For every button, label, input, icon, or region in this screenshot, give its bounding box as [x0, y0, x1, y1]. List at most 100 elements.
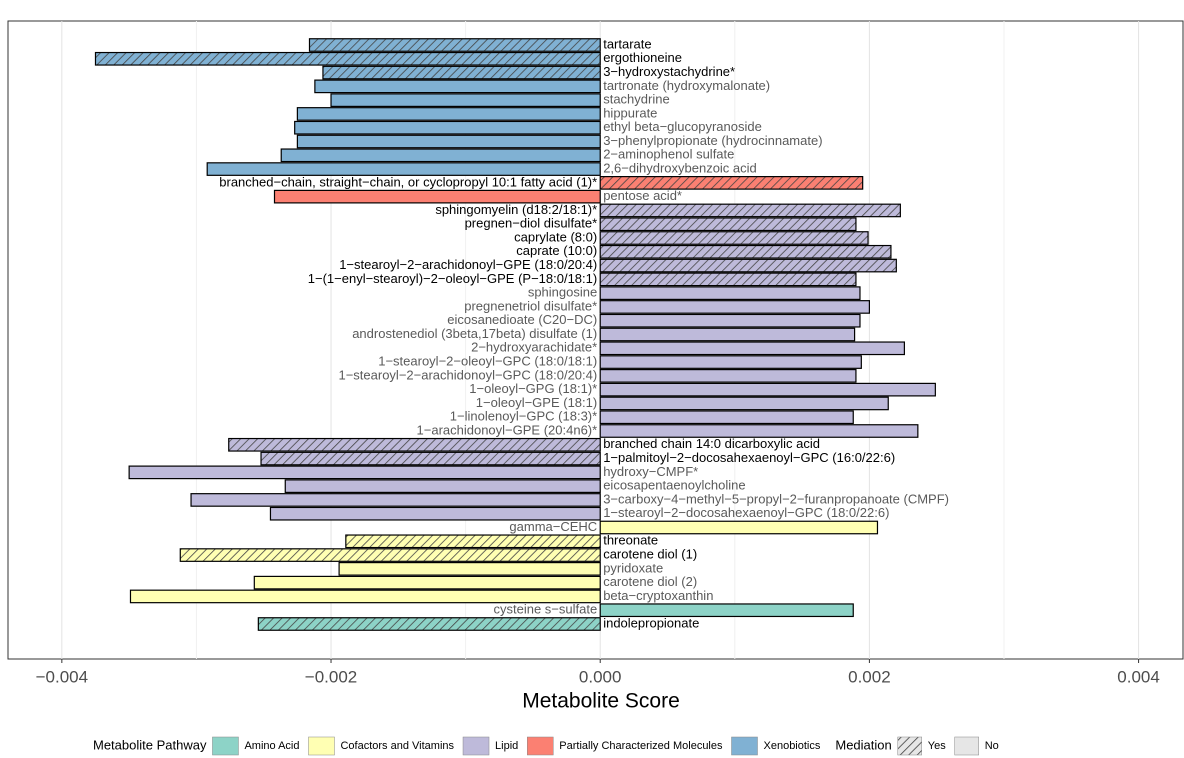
category-label: 1−(1−enyl−stearoyl)−2−oleoyl−GPE (P−18:0… [308, 271, 597, 286]
category-label: carotene diol (1) [603, 547, 697, 562]
bar [599, 341, 905, 356]
legend-label: Lipid [495, 740, 518, 752]
bar [294, 120, 601, 135]
bar [338, 562, 601, 576]
legend-label: Cofactors and Vitamins [340, 740, 454, 752]
bar [94, 51, 601, 66]
category-label: 1−oleoyl−GPE (18:1) [476, 395, 597, 410]
category-labels: tartarateergothioneine3−hydroxystachydri… [219, 36, 949, 630]
category-label: pregnen−diol disulfate* [465, 216, 598, 231]
legend-label: Amino Acid [244, 740, 299, 752]
bars [94, 38, 936, 631]
category-label: sphingosine [528, 285, 597, 300]
category-label: tartarate [603, 36, 651, 51]
category-label: 3−phenylpropionate (hydrocinnamate) [603, 133, 822, 148]
x-tick-label: −0.004 [36, 667, 88, 686]
bar [599, 300, 870, 314]
bar [190, 493, 601, 507]
bar [228, 437, 601, 452]
bar [599, 313, 861, 328]
bar [599, 217, 857, 232]
legend-label: Xenobiotics [764, 740, 821, 752]
category-label: 2,6−dihydroxybenzoic acid [603, 161, 757, 176]
category-label: androstenediol (3beta,17beta) disulfate … [352, 326, 597, 341]
category-label: 1−arachidonoyl−GPE (20:4n6)* [417, 422, 598, 437]
bar [599, 272, 857, 287]
category-label: 1−oleoyl−GPG (18:1)* [469, 381, 597, 396]
bar [129, 589, 601, 604]
category-label: caprylate (8:0) [514, 229, 597, 244]
legend-swatch [527, 736, 554, 756]
x-axis-title: Metabolite Score [522, 690, 680, 713]
category-label: gamma−CEHC [509, 519, 597, 534]
category-label: 1−stearoyl−2−oleoyl−GPC (18:0/18:1) [378, 354, 597, 369]
bar [179, 548, 601, 562]
x-axis: −0.004 −0.002 0.000 0.002 0.004 [36, 659, 1160, 686]
legend-label: Yes [928, 740, 946, 752]
bar [599, 176, 864, 190]
bar [296, 134, 601, 149]
category-label: cysteine s−sulfate [494, 602, 598, 617]
category-label: caprate (10:0) [516, 243, 597, 258]
category-label: threonate [603, 533, 658, 548]
bar [322, 65, 601, 80]
category-label: stachydrine [603, 92, 669, 107]
bar [296, 107, 601, 121]
category-label: eicosapentaenoylcholine [603, 478, 745, 493]
legend-swatch [731, 736, 758, 756]
category-label: branched−chain, straight−chain, or cyclo… [219, 174, 597, 189]
category-label: 1−stearoyl−2−arachidonoyl−GPE (18:0/20:4… [339, 257, 597, 272]
category-label: eicosanedioate (C20−DC) [447, 312, 597, 327]
category-label: tartronate (hydroxymalonate) [603, 78, 770, 93]
bar [253, 575, 601, 590]
bar [599, 382, 936, 397]
bar [280, 148, 601, 163]
bar [284, 479, 601, 493]
category-label: 1−linolenoyl−GPC (18:3)* [450, 409, 597, 424]
legend: Metabolite Pathway Amino Acid Cofactors an… [93, 736, 999, 756]
bar [273, 189, 601, 204]
bar [206, 162, 601, 176]
bar [599, 355, 862, 369]
category-label: branched chain 14:0 dicarboxylic acid [603, 436, 820, 451]
bar [314, 79, 601, 94]
category-label: 2−hydroxyarachidate* [471, 340, 597, 355]
x-tick-label: 0.000 [579, 667, 622, 686]
bar [345, 534, 601, 549]
legend-swatch [897, 736, 922, 756]
bar [308, 38, 601, 52]
bar [599, 231, 869, 245]
x-tick-label: 0.004 [1117, 667, 1160, 686]
bar [599, 410, 854, 425]
category-label: carotene diol (2) [603, 574, 697, 589]
category-label: sphingomyelin (d18:2/18:1)* [435, 202, 597, 217]
category-label: 3−carboxy−4−methyl−5−propyl−2−furanpropa… [603, 491, 949, 506]
category-label: 1−stearoyl−2−docosahexaenoyl−GPC (18:0/2… [603, 505, 889, 520]
category-label: ethyl beta−glucopyranoside [603, 119, 762, 134]
bar [599, 424, 919, 438]
x-tick-label: 0.002 [848, 667, 891, 686]
bar [599, 327, 856, 342]
legend-swatch [462, 736, 490, 756]
bar [599, 258, 897, 273]
bar [269, 506, 601, 521]
category-label: hydroxy−CMPF* [603, 464, 698, 479]
bar [599, 244, 892, 259]
category-label: 2−aminophenol sulfate [603, 147, 734, 162]
category-label: pentose acid* [603, 188, 682, 203]
bar [599, 203, 901, 218]
legend-title: Mediation [835, 737, 891, 752]
bar [599, 520, 879, 535]
bar [599, 286, 861, 300]
bar [599, 603, 854, 618]
x-tick-label: −0.002 [305, 667, 357, 686]
legend-swatch [308, 736, 335, 756]
category-label: pyridoxate [603, 560, 663, 575]
category-label: ergothioneine [603, 50, 682, 65]
bar [257, 617, 601, 631]
category-label: pregnenetriol disulfate* [464, 298, 597, 313]
bar [599, 396, 889, 411]
legend-title: Metabolite Pathway [93, 737, 207, 752]
bar [260, 451, 601, 466]
